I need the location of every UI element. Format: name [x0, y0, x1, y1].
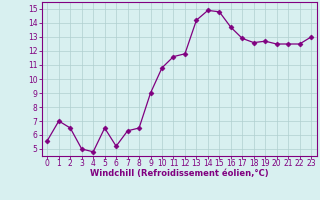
- X-axis label: Windchill (Refroidissement éolien,°C): Windchill (Refroidissement éolien,°C): [90, 169, 268, 178]
